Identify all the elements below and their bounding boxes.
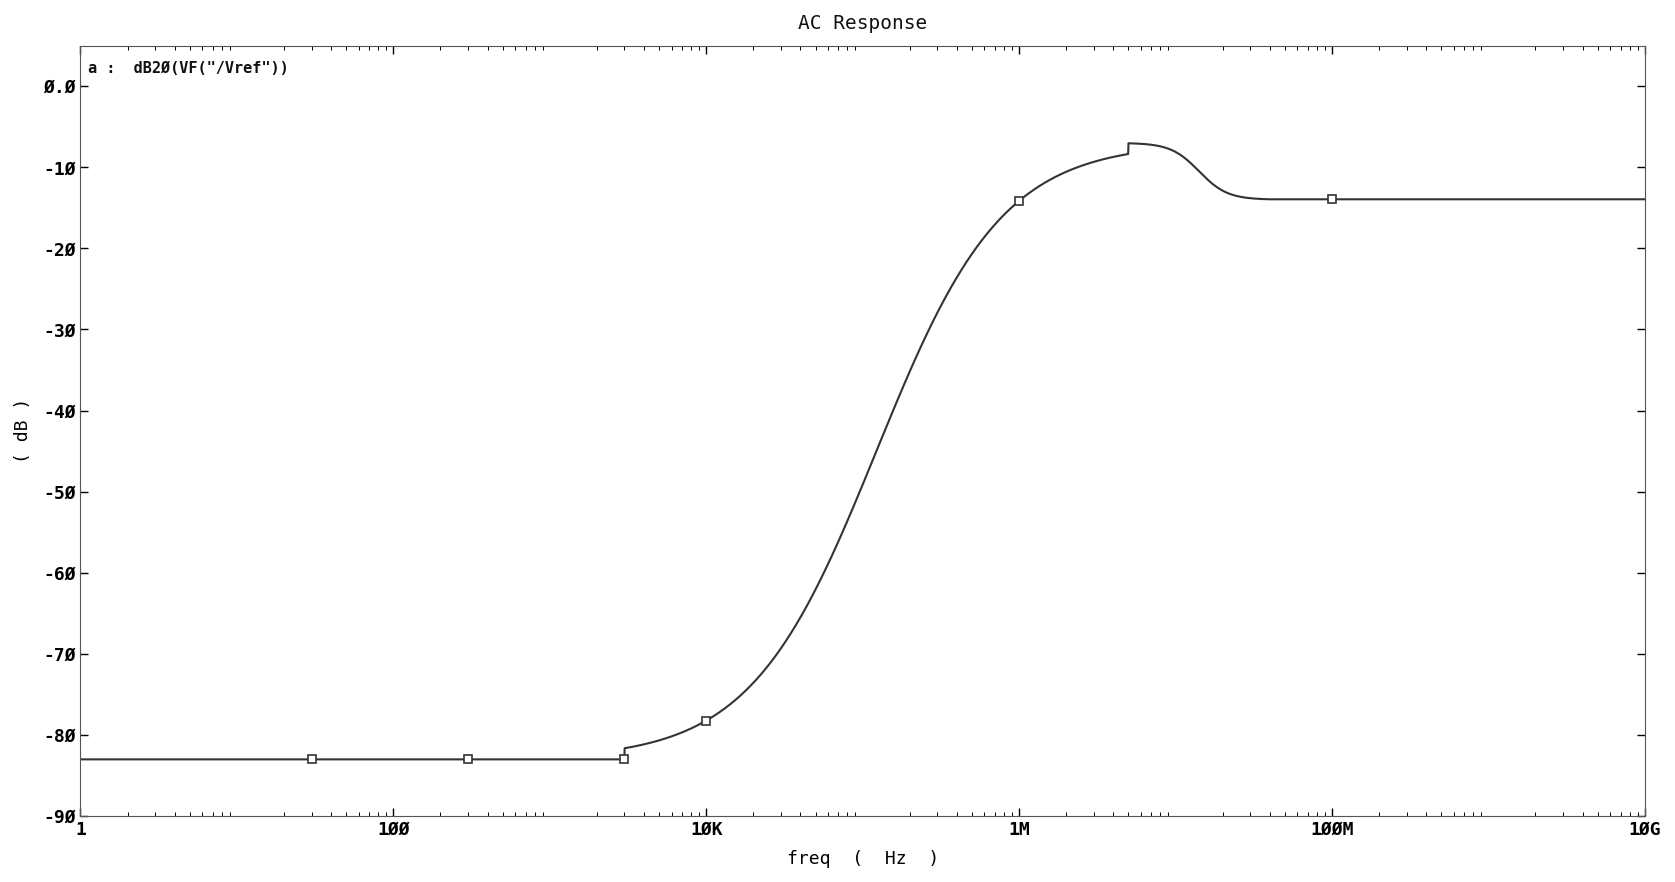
Title: AC Response: AC Response (797, 14, 928, 33)
Y-axis label: ( dB ): ( dB ) (13, 398, 32, 463)
X-axis label: freq  (  Hz  ): freq ( Hz ) (787, 850, 938, 868)
Text: a :  dB2Ø(VF("/Vref")): a : dB2Ø(VF("/Vref")) (89, 61, 290, 76)
